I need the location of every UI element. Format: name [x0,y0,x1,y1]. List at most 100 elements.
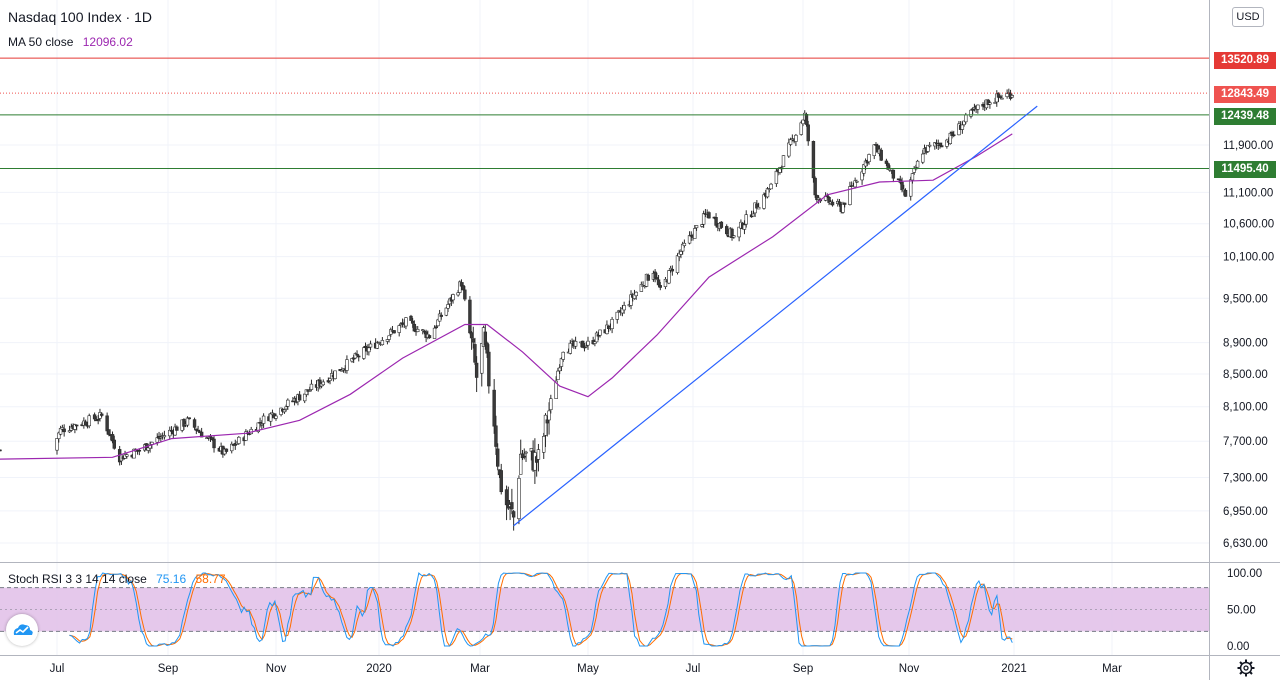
candle [168,426,172,440]
stoch-rsi-pane [0,562,1280,647]
candle [492,379,496,434]
candle [774,168,779,187]
candle [559,357,564,372]
candle [910,172,915,184]
resistance-price-badge: 13520.89 [1214,52,1276,69]
candle [380,337,385,346]
candle [737,226,741,242]
time-tick-label: Nov [266,663,287,675]
candle [765,186,770,199]
trendline[interactable] [513,105,1038,527]
candle [921,149,925,165]
candle [353,352,358,359]
candle [494,415,498,455]
candle [107,429,111,437]
candle [1005,89,1009,99]
candle [303,393,307,404]
cloud-logo-icon [13,624,33,635]
support-price-badge-lower: 11495.40 [1214,161,1276,178]
candle [561,351,565,362]
candle [781,155,786,167]
candle [884,158,889,167]
stoch-label: Stoch RSI 3 3 14 14 close [8,572,147,586]
candle [940,142,944,148]
time-tick-label: Mar [470,663,490,675]
candle [658,282,662,291]
candle [83,419,88,426]
candle [915,159,920,168]
candle [594,331,599,343]
candle [387,335,391,343]
candle [519,439,523,475]
candle [499,463,503,495]
stoch-tick-label: 50.00 [1227,605,1256,617]
candle [787,138,791,158]
candle [827,195,831,206]
candle [634,291,638,300]
candle [843,202,847,208]
candle [976,104,980,114]
candle [687,231,692,245]
candle [1010,94,1014,98]
candle [451,293,455,304]
candle [767,188,771,193]
ma-label: MA 50 close [8,35,74,49]
candle [230,441,234,454]
candle [653,269,657,283]
candle [0,449,2,452]
candle [74,424,79,431]
candle [511,509,516,531]
candle [297,391,302,401]
candle [867,153,871,165]
candle [362,346,366,360]
symbol-title[interactable]: Nasdaq 100 Index · 1D [8,9,152,25]
candle [244,429,248,441]
candle [707,211,711,219]
candle [670,265,675,276]
time-tick-label: 2020 [366,663,392,675]
candle [945,138,949,149]
candle [730,227,734,241]
candle [427,334,432,339]
candle [622,301,626,314]
candle [811,140,816,183]
candle [392,330,396,334]
candle [853,177,857,189]
candle [593,339,597,347]
candle [286,398,290,410]
candle [389,327,393,337]
price-tick-label: 7,300.00 [1223,472,1268,484]
price-tick-label: 8,900.00 [1223,338,1268,350]
price-tick-label: 6,950.00 [1223,506,1268,518]
candle [480,342,484,387]
candlestick-series [0,88,1014,531]
stoch-legend[interactable]: Stoch RSI 3 3 14 14 close 75.16 58.77 [8,572,226,586]
time-tick-label: Sep [158,663,178,675]
candle [701,210,706,228]
candle [474,356,479,393]
candle [385,339,390,345]
candle [714,213,718,228]
ma-value: 12096.02 [82,35,133,49]
candle [848,181,852,206]
candle [700,224,704,228]
ma-legend[interactable]: MA 50 close 12096.02 [8,35,133,49]
candle [794,133,798,147]
candle [830,199,835,207]
stoch-k-line [69,572,1013,647]
price-tick-label: 8,500.00 [1223,369,1268,381]
candle [510,488,514,515]
ma50-line [0,133,1013,460]
tradingview-logo[interactable] [6,614,38,646]
candle [345,355,349,374]
settings-gear-icon[interactable] [1236,658,1256,678]
time-tick-label: 2021 [1001,663,1027,675]
candle [1008,89,1013,101]
currency-selector[interactable]: USD [1232,7,1264,27]
candle [137,448,142,456]
candle [249,426,253,435]
candle [988,100,992,109]
candle [725,224,729,236]
candle [615,311,619,324]
